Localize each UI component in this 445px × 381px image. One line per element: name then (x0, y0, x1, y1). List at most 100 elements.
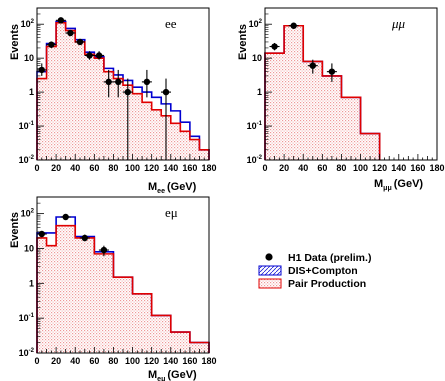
x-tick-label: 20 (51, 163, 61, 173)
panel-ee: 0 20 40 60 80 100 120 140 160 180 10-2 10-1 1 10 102 e… (9, 7, 217, 195)
pair-production-line (36, 224, 210, 353)
data-marker (38, 66, 45, 74)
y-tick-label: 1 (29, 87, 34, 97)
x-tick-label: 80 (336, 163, 346, 173)
data-marker (81, 234, 88, 242)
x-tick-label: 60 (89, 356, 99, 366)
x-tick-label: 120 (144, 356, 159, 366)
y-tick-label: 102 (249, 19, 263, 29)
y-axis-label: Events (9, 212, 21, 248)
data-marker (143, 78, 151, 86)
data-marker (48, 41, 55, 48)
x-tick-label: 140 (163, 163, 178, 173)
pair-production-fill (37, 225, 209, 353)
legend: H1 Data (prelim.) DIS+Compton Pair Produ… (258, 252, 371, 290)
data-marker (86, 52, 93, 59)
data-marker (105, 78, 112, 86)
x-tick-label: 40 (298, 163, 308, 173)
x-tick-label: 140 (391, 163, 406, 173)
data-point (94, 51, 105, 60)
data-marker (124, 88, 131, 96)
data-point (65, 29, 76, 37)
data-point (161, 78, 171, 160)
x-tick-label: 180 (429, 163, 444, 173)
data-marker (57, 17, 65, 24)
y-tick-label: 10-2 (247, 155, 263, 165)
panel-label: μμ (391, 16, 406, 31)
y-tick-label: 10 (24, 53, 34, 63)
x-tick-label: 120 (372, 163, 387, 173)
legend-dis-label: DIS+Compton (288, 265, 358, 277)
data-point (307, 59, 318, 74)
x-tick-label: 100 (125, 356, 140, 366)
data-marker (115, 78, 122, 86)
x-tick-label: 180 (201, 356, 216, 366)
data-marker (100, 246, 108, 254)
legend-pair-label: Pair Production (288, 278, 366, 290)
x-tick-label: 80 (108, 356, 118, 366)
y-tick-label: 1 (257, 87, 262, 97)
data-marker (76, 38, 84, 46)
x-tick-label: 100 (125, 163, 140, 173)
x-tick-label: 40 (70, 163, 80, 173)
data-marker (162, 88, 170, 96)
x-tick-label: 20 (51, 356, 61, 366)
y-tick-label: 10-1 (19, 121, 35, 131)
x-tick-label: 160 (182, 356, 197, 366)
y-tick-label: 10 (24, 243, 34, 253)
data-point (122, 78, 133, 160)
x-tick-label: 160 (182, 163, 197, 173)
y-tick-label: 10-1 (247, 121, 263, 131)
data-point (141, 69, 152, 98)
data-marker (290, 22, 297, 29)
x-tick-label: 80 (108, 163, 118, 173)
data-point (84, 51, 95, 60)
data-point (36, 230, 47, 238)
pair-production-fill (265, 25, 380, 160)
data-point (75, 38, 85, 46)
x-tick-label: 60 (89, 163, 99, 173)
data-marker (62, 213, 69, 221)
data-marker (95, 52, 103, 59)
panel-label: ee (165, 16, 177, 31)
x-tick-label: 140 (163, 356, 178, 366)
y-tick-label: 102 (21, 209, 35, 219)
legend-data-marker (265, 253, 273, 261)
data-point (103, 69, 114, 98)
pair-production-line (264, 24, 381, 160)
x-axis-label: Meμ (GeV) (148, 369, 197, 381)
data-point (36, 63, 47, 76)
x-tick-label: 60 (317, 163, 327, 173)
y-tick-label: 10 (252, 53, 262, 63)
y-tick-label: 10-2 (19, 348, 35, 358)
x-axis-label: Mee (GeV) (148, 181, 197, 195)
x-axis-label: Mμμ (GeV) (374, 178, 423, 192)
data-point (60, 213, 71, 221)
x-tick-label: 40 (70, 356, 80, 366)
data-point (55, 17, 66, 24)
panel-label: eμ (165, 205, 178, 220)
x-tick-label: 160 (410, 163, 425, 173)
y-tick-label: 102 (21, 19, 35, 29)
data-point (79, 234, 90, 242)
data-point (326, 63, 337, 82)
x-tick-label: 0 (34, 163, 39, 173)
data-marker (67, 29, 74, 37)
data-point (46, 41, 57, 48)
legend-pair-swatch (258, 278, 282, 289)
x-tick-label: 100 (353, 163, 368, 173)
x-tick-label: 20 (279, 163, 289, 173)
y-tick-label: 1 (29, 278, 34, 288)
x-tick-label: 0 (262, 163, 267, 173)
data-point (288, 22, 299, 29)
x-tick-label: 120 (144, 163, 159, 173)
panel-mumu: 0 20 40 60 80 100 120 140 160 180 10-2 10-1 1 10 102 μ… (237, 7, 445, 192)
y-tick-label: 10-1 (19, 313, 35, 323)
y-axis-label: Events (9, 24, 21, 60)
y-tick-label: 10-2 (19, 155, 35, 165)
data-marker (38, 230, 45, 238)
panel-emu: 0 20 40 60 80 100 120 140 160 180 10-2 10-1 1 10 102 e… (9, 196, 217, 381)
legend-data-label: H1 Data (prelim.) (288, 252, 371, 264)
data-point (269, 42, 280, 51)
